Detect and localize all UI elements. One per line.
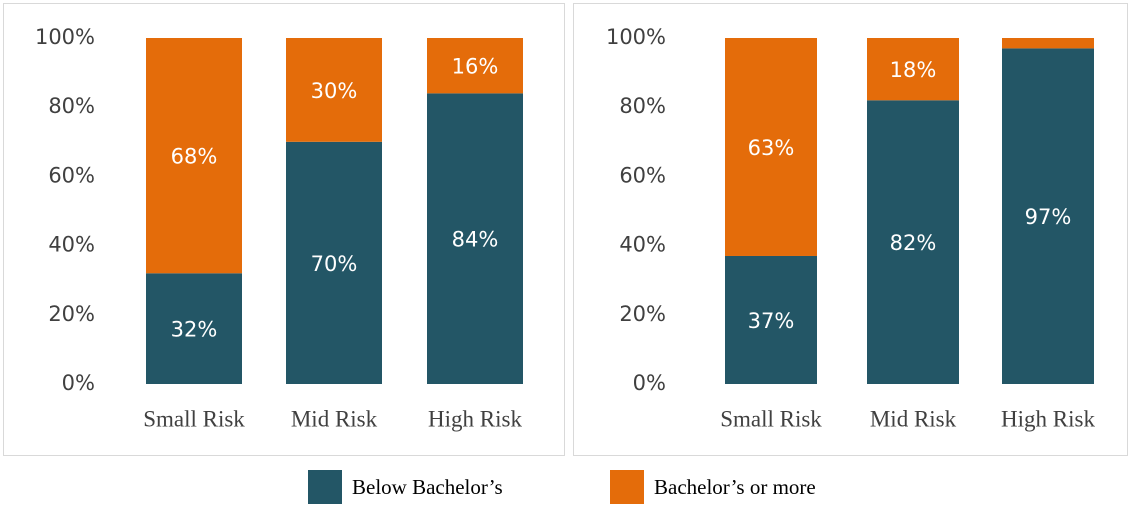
bar-segment xyxy=(725,255,817,384)
bar-segment xyxy=(286,141,382,384)
data-label: 16% xyxy=(452,55,499,79)
x-tick-label: Small Risk xyxy=(720,406,822,431)
y-tick-label: 100% xyxy=(606,25,666,49)
bar-segment xyxy=(725,38,817,256)
y-tick-label: 40% xyxy=(619,233,666,257)
panel-border xyxy=(3,3,565,456)
legend-label: Bachelor’s or more xyxy=(654,475,816,499)
data-label: 97% xyxy=(1025,205,1072,229)
x-tick-label: High Risk xyxy=(1001,406,1095,431)
bar-segment xyxy=(1002,48,1094,384)
x-tick-label: High Risk xyxy=(428,406,522,431)
y-tick-label: 60% xyxy=(619,163,666,187)
y-tick-label: 60% xyxy=(48,163,95,187)
x-tick-label: Mid Risk xyxy=(291,406,378,431)
data-label: 70% xyxy=(311,252,358,276)
bar-segment xyxy=(867,38,959,101)
data-label: 68% xyxy=(171,145,218,169)
bar-segment xyxy=(867,100,959,384)
bar-segment xyxy=(427,93,523,385)
bar-segment xyxy=(427,38,523,94)
legend-swatch xyxy=(308,470,342,504)
data-label: 37% xyxy=(748,309,795,333)
data-label: 32% xyxy=(171,318,218,342)
y-tick-label: 80% xyxy=(619,94,666,118)
y-tick-label: 40% xyxy=(48,233,95,257)
y-tick-label: 0% xyxy=(633,371,666,395)
data-label: 63% xyxy=(748,136,795,160)
y-tick-label: 100% xyxy=(35,25,95,49)
legend-label: Below Bachelor’s xyxy=(352,475,503,499)
data-label: 30% xyxy=(311,79,358,103)
y-tick-label: 80% xyxy=(48,94,95,118)
bar-segment xyxy=(146,38,242,274)
legend-swatch xyxy=(610,470,644,504)
bar-segment xyxy=(286,38,382,142)
data-label: 82% xyxy=(890,231,937,255)
y-tick-label: 20% xyxy=(48,302,95,326)
y-tick-label: 0% xyxy=(62,371,95,395)
data-label: 84% xyxy=(452,228,499,252)
panel-border xyxy=(573,3,1128,456)
y-tick-label: 20% xyxy=(619,302,666,326)
x-tick-label: Mid Risk xyxy=(870,406,957,431)
bar-segment xyxy=(146,273,242,384)
data-label: 18% xyxy=(890,58,937,82)
x-tick-label: Small Risk xyxy=(143,406,245,431)
bar-segment xyxy=(1002,38,1094,49)
